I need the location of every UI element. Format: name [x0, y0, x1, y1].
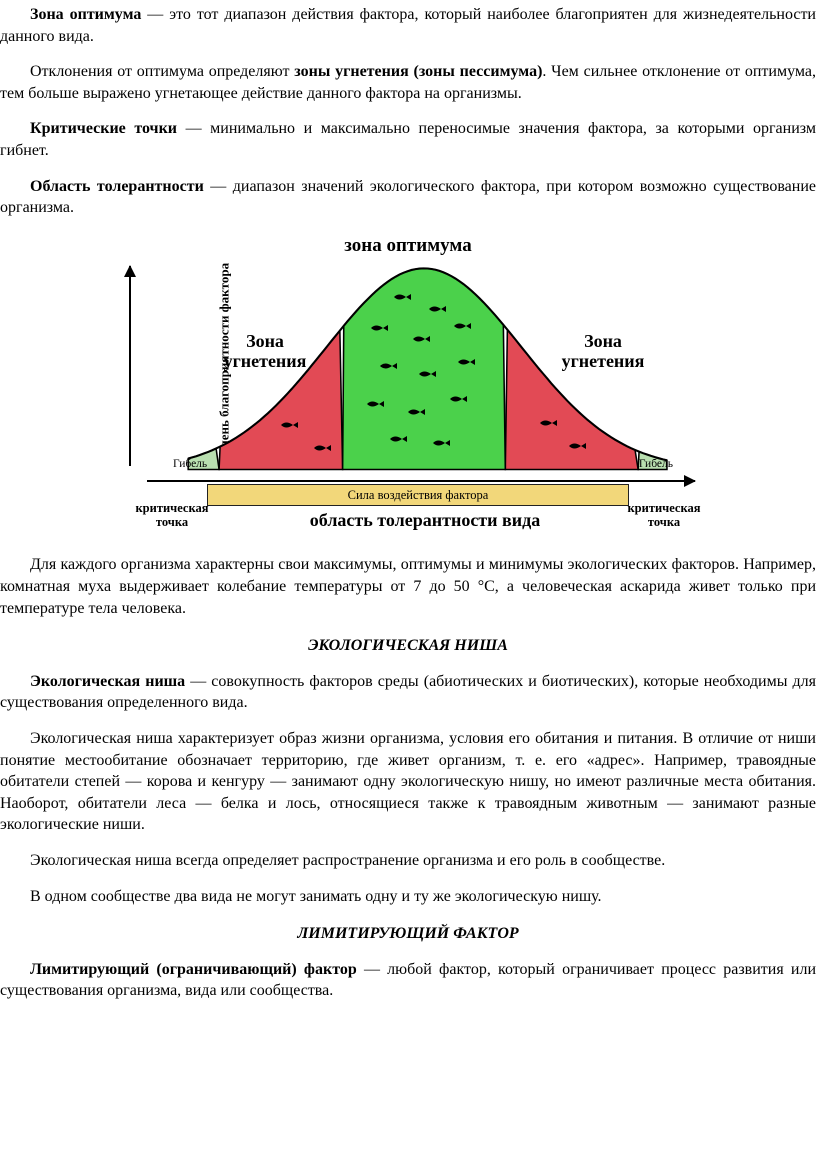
x-axis-bar: Сила воздействия фактора [207, 484, 629, 506]
death-label-right: Гибель [639, 457, 673, 473]
fish-icon [456, 357, 476, 367]
paragraph: Лимитирующий (ограничивающий) фактор — л… [0, 959, 816, 1002]
text: Отклонения от оптимума определяют [30, 63, 294, 80]
fish-icon [312, 443, 332, 453]
text: Экологическая ниша всегда определяет рас… [30, 852, 665, 869]
paragraph: Экологическая ниша всегда определяет рас… [0, 850, 816, 872]
fish-icon [388, 434, 408, 444]
text: Для каждого организма характерны свои ма… [0, 556, 816, 616]
fish-icon [538, 418, 558, 428]
paragraph: Область толерантности — диапазон значени… [0, 176, 816, 219]
fish-icon [392, 292, 412, 302]
section-heading: ЛИМИТИРУЮЩИЙ ФАКТОР [0, 923, 816, 945]
diagram-title: зона оптимума [113, 233, 703, 259]
fish-icon [417, 369, 437, 379]
paragraph: Экологическая ниша характеризует образ ж… [0, 728, 816, 836]
fish-icon [279, 420, 299, 430]
paragraph: Зона оптимума — это тот диапазон действи… [0, 4, 816, 47]
fish-icon [427, 304, 447, 314]
death-label-left: Гибель [173, 457, 207, 473]
term-bold: Область толерантности [30, 178, 204, 195]
tolerance-diagram: зона оптимума Степень благоприятности фа… [113, 233, 703, 537]
term-bold: Критические точки [30, 120, 177, 137]
section-heading: ЭКОЛОГИЧЕСКАЯ НИША [0, 635, 816, 657]
fish-icon [452, 321, 472, 331]
term-bold: Лимитирующий (ограничивающий) фактор [30, 961, 357, 978]
paragraph: Для каждого организма характерны свои ма… [0, 554, 816, 619]
y-axis: Степень благоприятности фактора [113, 260, 147, 480]
paragraph: Критические точки — минимально и максима… [0, 118, 816, 161]
fish-icon [365, 399, 385, 409]
paragraph: Отклонения от оптимума определяют зоны у… [0, 61, 816, 104]
paragraph: В одном сообществе два вида не могут зан… [0, 886, 816, 908]
term-bold: зоны угнетения (зоны пессимума) [294, 63, 542, 80]
critical-point-right: критическая точка [619, 502, 709, 528]
zone-label-right: Зона угнетения [543, 332, 663, 372]
fish-icon [369, 323, 389, 333]
paragraph: Экологическая ниша — совокупность фактор… [0, 671, 816, 714]
x-axis-bar-label: Сила воздействия фактора [348, 487, 489, 504]
term-bold: Экологическая ниша [30, 673, 185, 690]
fish-icon [567, 441, 587, 451]
x-axis: Сила воздействия фактора область толеран… [147, 480, 703, 536]
text: Экологическая ниша характеризует образ ж… [0, 730, 816, 833]
fish-icon [378, 361, 398, 371]
fish-icon [431, 438, 451, 448]
fish-icon [448, 394, 468, 404]
fish-icon [411, 334, 431, 344]
text: В одном сообществе два вида не могут зан… [30, 888, 602, 905]
critical-point-left: критическая точка [127, 502, 217, 528]
term-bold: Зона оптимума [30, 6, 141, 23]
zone-label-left: Зона угнетения [205, 332, 325, 372]
fish-icon [406, 407, 426, 417]
